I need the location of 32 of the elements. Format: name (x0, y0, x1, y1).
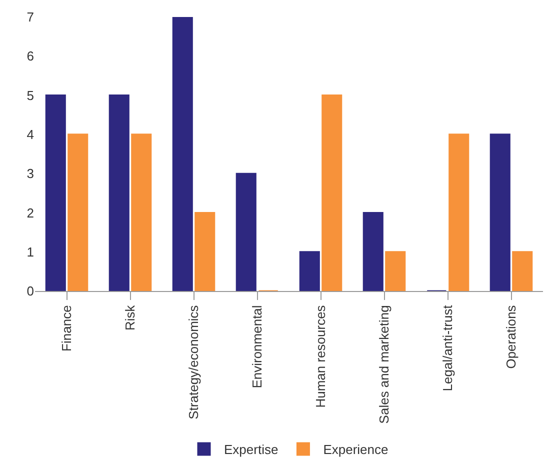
y-tick-label: 0 (26, 284, 34, 299)
bar (385, 251, 406, 291)
x-tick-label: Finance (58, 305, 74, 352)
y-tick-label: 7 (26, 10, 34, 25)
bar (362, 212, 384, 291)
y-tick-label: 4 (26, 126, 34, 142)
bar (194, 212, 216, 291)
y-tick-label: 3 (26, 166, 34, 182)
y-tick-label: 2 (26, 205, 34, 220)
x-tick-label: Strategy/economics (186, 304, 201, 420)
y-tick-label: 5 (26, 88, 34, 103)
bar (68, 134, 88, 291)
x-tick-label: Legal/anti-trust (440, 304, 455, 392)
bar (490, 134, 510, 291)
y-tick-label: 1 (26, 244, 34, 260)
legend-label: Expertise (224, 442, 278, 458)
x-tick-label: Sales and marketing (376, 305, 392, 424)
bar (322, 94, 342, 291)
legend-label: Experience (323, 442, 388, 458)
x-tick-label: Risk (122, 304, 138, 330)
bar (512, 251, 533, 291)
bar (45, 94, 66, 291)
x-tick-label: Operations (503, 304, 518, 369)
bar (299, 251, 320, 291)
bar (172, 17, 193, 291)
bar (131, 134, 152, 291)
bar (448, 134, 470, 291)
x-tick-label: Human resources (312, 304, 328, 408)
x-tick-label: Environmental (249, 305, 264, 388)
y-tick-label: 6 (26, 48, 34, 64)
bar (108, 94, 130, 291)
bar (236, 172, 256, 291)
